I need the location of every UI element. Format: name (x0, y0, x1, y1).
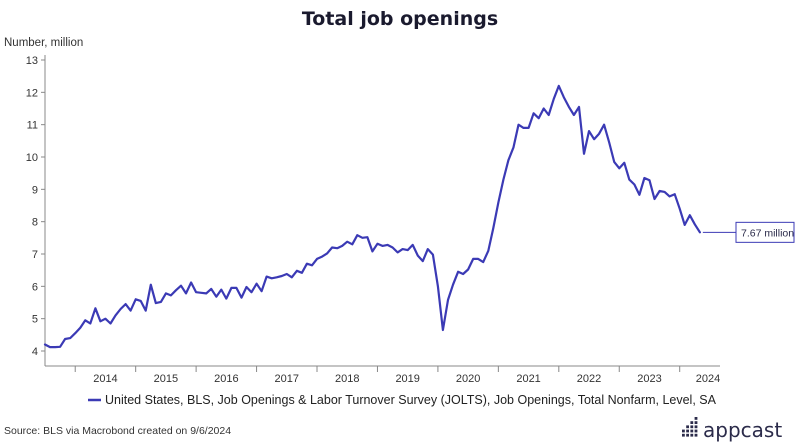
x-tick-label: 2015 (154, 373, 178, 385)
series-line (43, 84, 701, 349)
logo-dot (694, 421, 698, 424)
logo-dot (694, 433, 698, 437)
logo-dot (690, 421, 694, 424)
logo-dot (682, 433, 685, 437)
value-callout: 7.67 million (702, 221, 795, 243)
y-axis-unit-label: Number, million (4, 37, 83, 49)
y-tick-label: 5 (32, 314, 38, 326)
logo-dot (690, 429, 694, 433)
x-tick-label: 2022 (577, 373, 601, 385)
y-axis: 4 5 6 7 8 9 10 11 12 13 (26, 55, 46, 366)
legend: United States, BLS, Job Openings & Labor… (88, 393, 717, 407)
appcast-wordmark: appcast (703, 418, 782, 442)
y-tick-label: 11 (27, 120, 38, 132)
y-tick-label: 10 (26, 152, 38, 164)
y-tick-label: 4 (32, 346, 38, 358)
source-note: Source: BLS via Macrobond created on 9/6… (4, 425, 231, 437)
x-tick-label: 2021 (516, 373, 540, 385)
y-tick-label: 12 (26, 87, 38, 99)
logo-dot (690, 425, 694, 429)
x-tick-label: 2017 (275, 373, 299, 385)
logo-dot (686, 425, 689, 429)
logo-dot (690, 433, 694, 437)
y-tick-label: 13 (26, 55, 38, 67)
x-tick-label: 2023 (637, 373, 661, 385)
y-tick-label: 9 (32, 184, 38, 196)
x-tick-label: 2014 (93, 373, 117, 385)
logo-dot (682, 429, 685, 433)
x-tick-label: 2018 (335, 373, 359, 385)
x-tick-label: 2020 (456, 373, 480, 385)
x-tick-label: 2016 (214, 373, 238, 385)
callout-label: 7.67 million (741, 227, 794, 239)
y-tick-label: 6 (32, 281, 38, 293)
appcast-logo: appcast (682, 417, 782, 442)
x-tick-label: 2019 (395, 373, 419, 385)
chart-title: Total job openings (302, 8, 498, 30)
y-tick-label: 7 (32, 249, 38, 261)
legend-label: United States, BLS, Job Openings & Labor… (105, 393, 717, 407)
appcast-logo-mark (682, 417, 698, 437)
logo-dot (686, 433, 689, 437)
logo-dot (694, 417, 698, 420)
logo-dot (694, 425, 698, 429)
y-tick-label: 8 (32, 217, 38, 229)
x-tick-label: 2024 (696, 373, 720, 385)
callout-box (735, 221, 795, 243)
series-layer (43, 84, 701, 349)
logo-dot (686, 429, 689, 433)
logo-dot (694, 429, 698, 433)
x-axis: 2014 2015 2016 2017 2018 2019 2020 2021 2022 2023… (45, 365, 720, 385)
